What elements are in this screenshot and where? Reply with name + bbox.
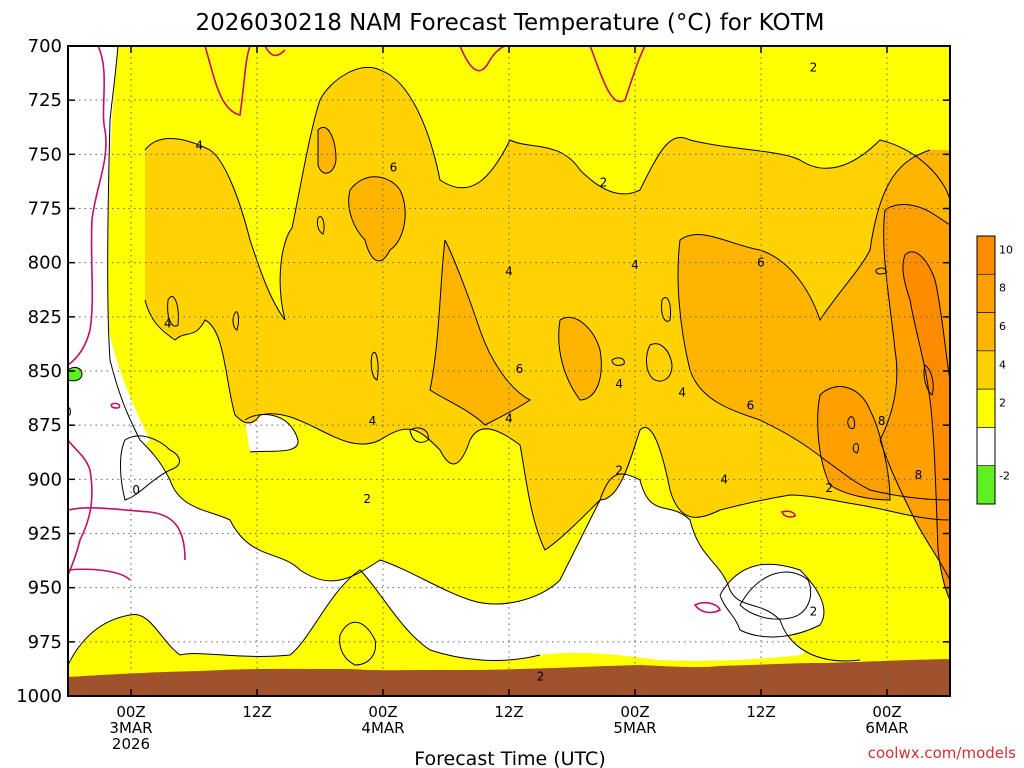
- chart-title: 2026030218 NAM Forecast Temperature (°C)…: [196, 10, 825, 36]
- colorbar-tick-label: 8: [999, 282, 1006, 295]
- y-tick-label: 950: [28, 578, 62, 599]
- colorbar-segment: [976, 427, 996, 467]
- ground-surface: [68, 659, 950, 696]
- x-tick-label: 00Z: [872, 703, 901, 721]
- contour-label: 6: [757, 256, 765, 270]
- y-tick-label: 700: [28, 36, 62, 57]
- x-tick-label: 00Z: [116, 703, 145, 721]
- contour-label: 0: [132, 483, 140, 497]
- contour-label: 4: [720, 472, 728, 486]
- contour-label: 4: [505, 264, 513, 278]
- isotherm-contours: [68, 46, 950, 666]
- temp-band-white-notch: [245, 414, 299, 452]
- temp-band-neg-2: [68, 366, 83, 382]
- contour-label: 6: [747, 399, 755, 413]
- contour-label: 0: [64, 405, 72, 419]
- colorbar-tick-label: 4: [999, 358, 1006, 371]
- temp-band-10-12: [902, 251, 950, 600]
- colorbar-segment: [976, 465, 996, 505]
- x-tick-label: 12Z: [494, 703, 523, 721]
- y-tick-label: 1000: [16, 686, 62, 707]
- contour-label: 2: [537, 670, 545, 684]
- temp-band-6-8-lower: [558, 317, 602, 400]
- temp-band-2-4-lower: [68, 570, 950, 696]
- contour-label: 6: [390, 160, 398, 174]
- contour-label: 4: [195, 139, 203, 153]
- contour-label: 4: [615, 377, 623, 391]
- temp-band-white-pocket: [720, 564, 824, 637]
- colorbar-segment: [976, 312, 996, 352]
- zero-contours: [68, 46, 796, 614]
- y-tick-label: 900: [28, 469, 62, 490]
- colorbar-tick-label: 10: [999, 243, 1013, 256]
- y-tick-label: 800: [28, 253, 62, 274]
- contour-label: 6: [516, 362, 524, 376]
- temp-band-6-8: [678, 150, 950, 500]
- contour-label: 2: [810, 61, 818, 75]
- temp-band-white-left: [68, 46, 150, 600]
- x-tick-label: 4MAR: [361, 719, 404, 737]
- x-tick-label: 00Z: [620, 703, 649, 721]
- contour-label: 2: [600, 176, 608, 190]
- colorbar-tick-label: -2: [999, 469, 1010, 482]
- y-tick-label: 725: [28, 90, 62, 111]
- temp-band-6-8-small: [318, 127, 336, 174]
- temp-band-6-8-top: [348, 176, 406, 261]
- colorbar-tick-label: 6: [999, 320, 1006, 333]
- x-tick-label: 00Z: [368, 703, 397, 721]
- colorbar-tick-label: 2: [999, 397, 1006, 410]
- x-axis-label: Forecast Time (UTC): [414, 748, 605, 768]
- colorbar-segment: [976, 273, 996, 313]
- grid-lines: [68, 46, 950, 696]
- temp-band-6-8-center: [430, 240, 530, 425]
- x-tick-label: 3MAR: [109, 719, 152, 737]
- x-tick-label: 6MAR: [865, 719, 908, 737]
- contour-label: 8: [878, 414, 886, 428]
- x-tick-label: 2026: [112, 735, 150, 753]
- colorbar-segment: [976, 235, 996, 275]
- plot-area: 2 4 6 2 4 4 6 4 6 4 4 6 0 4 4 8 2 4 8 0 2 2 2 2: [64, 46, 950, 696]
- contour-label: 4: [369, 414, 377, 428]
- contour-label: 4: [631, 258, 639, 272]
- temp-band-4-6: [145, 67, 950, 550]
- x-tick-label: 12Z: [242, 703, 271, 721]
- contour-label: 4: [505, 412, 513, 426]
- colorbar-segment: [976, 350, 996, 390]
- y-tick-label: 925: [28, 524, 62, 545]
- contour-labels: 2 4 6 2 4 4 6 4 6 4 4 6 0 4 4 8 2 4 8 0 2 2 2 2: [64, 61, 923, 684]
- contour-label: 2: [810, 605, 818, 619]
- contour-label: 2: [825, 481, 833, 495]
- y-tick-label: 750: [28, 144, 62, 165]
- x-tick-label: 12Z: [746, 703, 775, 721]
- x-tick-label: 5MAR: [613, 719, 656, 737]
- y-tick-label: 875: [28, 415, 62, 436]
- contour-label: 2: [363, 492, 371, 506]
- y-tick-label: 975: [28, 632, 62, 653]
- colorbar-segment: [976, 388, 996, 428]
- y-tick-label: 850: [28, 361, 62, 382]
- colorbar: 10 8 6 4 2 -2: [976, 235, 1013, 505]
- colorbar-frame: [976, 235, 996, 505]
- contour-label: 2: [615, 464, 623, 478]
- contour-label: 4: [164, 316, 172, 330]
- contour-label: 8: [915, 468, 923, 482]
- contour-label: 4: [678, 386, 686, 400]
- y-tick-label: 775: [28, 199, 62, 220]
- credit-text: coolwx.com/models: [868, 744, 1016, 762]
- y-tick-label: 825: [28, 307, 62, 328]
